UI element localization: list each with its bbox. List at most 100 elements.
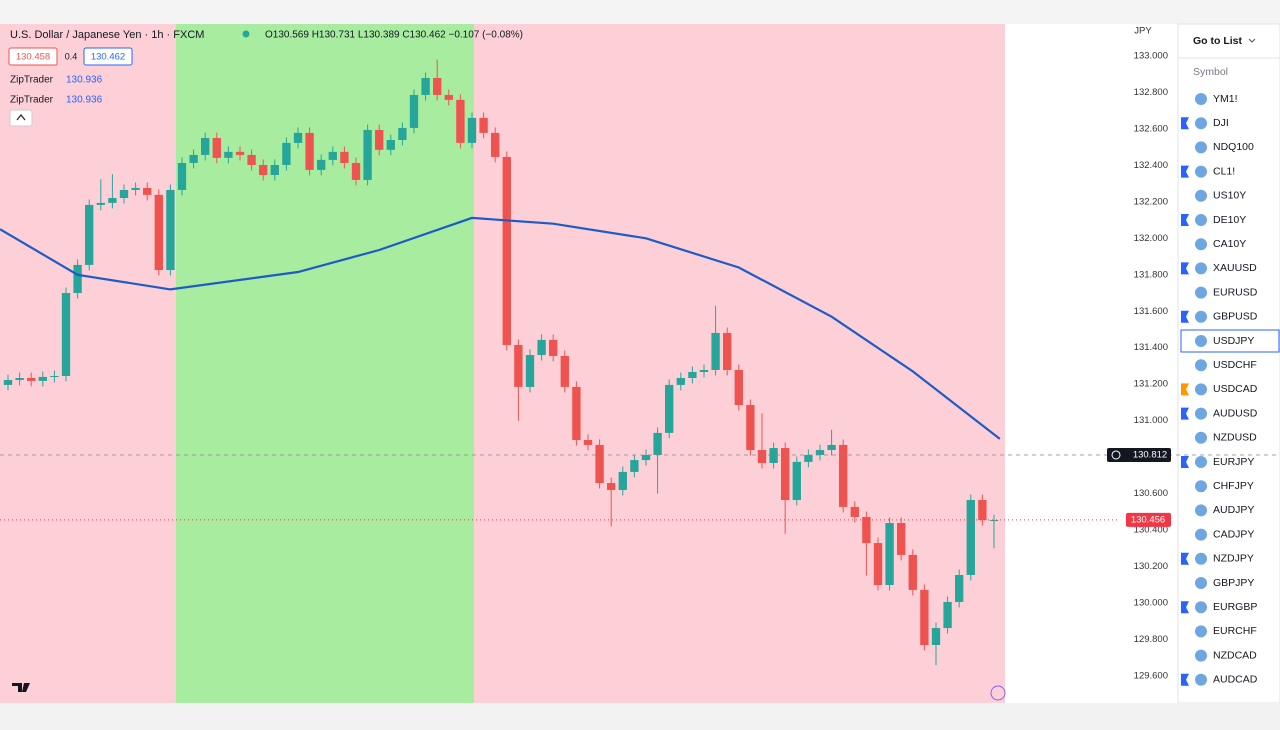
row-flag [1181,407,1189,420]
watchlist-symbol[interactable]: CL1! [1213,165,1235,177]
watchlist-symbol[interactable]: AUDCAD [1213,674,1258,686]
watchlist-symbol[interactable]: AUDUSD [1213,407,1258,419]
row-flag [1181,552,1189,565]
crosshair-label: 130.812 [1133,449,1167,460]
watchlist-symbol[interactable]: CHFJPY [1213,480,1254,492]
logo [12,683,30,692]
chart-background [0,24,1005,703]
watchlist-symbol[interactable]: DE10Y [1213,214,1246,226]
candle-body [989,520,999,522]
ask-box[interactable] [83,47,133,66]
candle-body [885,522,894,586]
candle-body [746,404,755,451]
candle-body [560,355,569,387]
candle-body [537,339,546,356]
session-highlight [176,24,474,703]
market-status [242,30,250,38]
indicator-name[interactable]: ZipTrader [10,95,54,106]
axis-unit: JPY [1134,26,1152,37]
symbol-icon [1195,262,1207,275]
watchlist-symbol[interactable]: NZDUSD [1213,432,1257,444]
candle-body [61,293,71,376]
bid-price: 130.458 [16,52,50,63]
y-tick-label: 129.800 [1134,634,1168,645]
watchlist-symbol[interactable]: CADJPY [1213,528,1254,540]
symbol-icon [1195,141,1207,154]
candle-body [641,454,651,461]
symbol-icon [1195,165,1207,178]
candle-body [50,375,59,377]
watchlist-symbol[interactable]: DJI [1213,117,1229,129]
indicator-value: 130.936 [66,95,103,106]
crosshair-tag [1107,447,1171,462]
watchlist-symbol[interactable]: CA10Y [1213,238,1246,250]
watchlist-symbol[interactable]: USDCAD [1213,383,1258,395]
price-axis [1005,24,1178,703]
candle-body [282,142,291,165]
row-flag [1181,165,1189,178]
candle-body [375,129,384,150]
candle-body [850,506,859,517]
watchlist-symbol[interactable]: NZDCAD [1213,649,1257,661]
symbol-icon [1195,431,1207,444]
candle-body [119,189,129,198]
watchlist-symbol[interactable]: NZDJPY [1213,553,1254,565]
candle-body [467,117,477,143]
candle-body [688,371,697,378]
watchlist-symbol[interactable]: EURJPY [1213,456,1254,468]
bid-box[interactable] [8,47,58,66]
watchlist-symbol[interactable]: GBPUSD [1213,311,1258,323]
watchlist-symbol[interactable]: NDQ100 [1213,141,1254,153]
watchlist-symbol[interactable]: EURGBP [1213,601,1257,613]
candle-body [769,448,778,463]
indicator-name[interactable]: ZipTrader [10,75,54,86]
watchlist-symbol[interactable]: EURUSD [1213,286,1258,298]
row-flag [1181,262,1189,275]
candle-body [781,448,790,501]
candle-body [259,164,268,176]
watchlist-symbol[interactable]: USDCHF [1213,359,1257,371]
symbol-icon [1195,359,1207,372]
indicator-value: 130.936 [66,75,103,86]
candle-body [955,574,964,602]
candle-body [131,187,140,190]
y-tick-label: 133.000 [1134,50,1168,61]
symbol-icon [1195,649,1207,662]
symbol-title[interactable]: U.S. Dollar / Japanese Yen · 1h · FXCM [10,29,204,41]
watchlist-title[interactable]: Go to List [1193,35,1242,47]
watchlist-panel [1177,23,1280,704]
candle-body [108,197,117,203]
watchlist-symbol[interactable]: GBPJPY [1213,577,1254,589]
y-tick-label: 131.000 [1134,415,1168,426]
candle-body [212,137,221,158]
symbol-icon [1195,552,1207,565]
candle-body [328,151,337,160]
candle-body [444,94,453,100]
watchlist-symbol[interactable]: US10Y [1213,190,1246,202]
collapse-button[interactable] [9,109,33,127]
watchlist-symbol[interactable]: USDJPY [1213,335,1254,347]
candle-body [804,454,813,462]
candle-body [247,154,256,165]
watchlist-symbol[interactable]: XAUUSD [1213,262,1257,274]
candle-body [873,543,883,586]
candle-body [931,628,941,646]
watchlist-symbol[interactable]: YM1! [1213,93,1238,105]
candle-body [433,77,442,95]
replay-icon[interactable] [990,685,1006,701]
candle-body [27,377,36,381]
watchlist-symbol[interactable]: EURCHF [1213,625,1257,637]
candle-body [711,332,720,370]
ask-price: 130.462 [91,52,125,63]
candle-body [85,204,94,265]
candle-body [38,376,47,381]
plot [0,59,1001,666]
watchlist-symbol[interactable]: AUDJPY [1213,504,1254,516]
symbol-icon [1195,528,1207,541]
dropdown-icon [1248,38,1256,43]
y-tick-label: 129.600 [1134,671,1168,682]
candle-body [618,471,627,490]
symbol-icon [1195,214,1207,226]
